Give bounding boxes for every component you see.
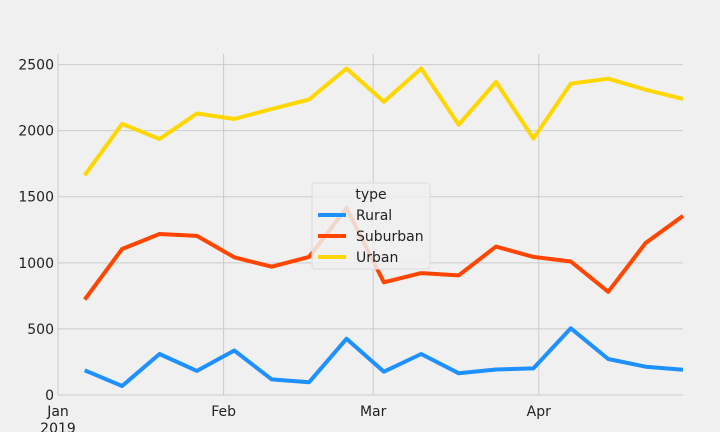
legend: type Rural Suburban Urban <box>311 182 431 270</box>
legend-label-rural: Rural <box>356 208 392 224</box>
x-tick-label: Feb <box>211 404 236 420</box>
series-line-rural <box>83 326 684 388</box>
y-tick-label: 1500 <box>18 190 54 206</box>
x-tick-sublabel: 2019 <box>40 421 76 432</box>
legend-label-suburban: Suburban <box>356 229 424 245</box>
legend-box <box>311 182 431 270</box>
y-tick-label: 500 <box>27 322 54 338</box>
y-tick-label: 0 <box>45 388 54 404</box>
y-tick-label: 2500 <box>18 58 54 74</box>
series-line-suburban <box>83 206 685 301</box>
x-tick-label: Jan <box>46 404 69 420</box>
x-tick-label: Apr <box>527 404 551 420</box>
y-tick-label: 2000 <box>18 124 54 140</box>
legend-label-urban: Urban <box>356 250 398 266</box>
x-tick-label: Mar <box>360 404 387 420</box>
legend-title: type <box>355 187 386 203</box>
series-line-urban <box>83 66 684 177</box>
y-tick-label: 1000 <box>18 256 54 272</box>
series-lines <box>83 66 685 388</box>
